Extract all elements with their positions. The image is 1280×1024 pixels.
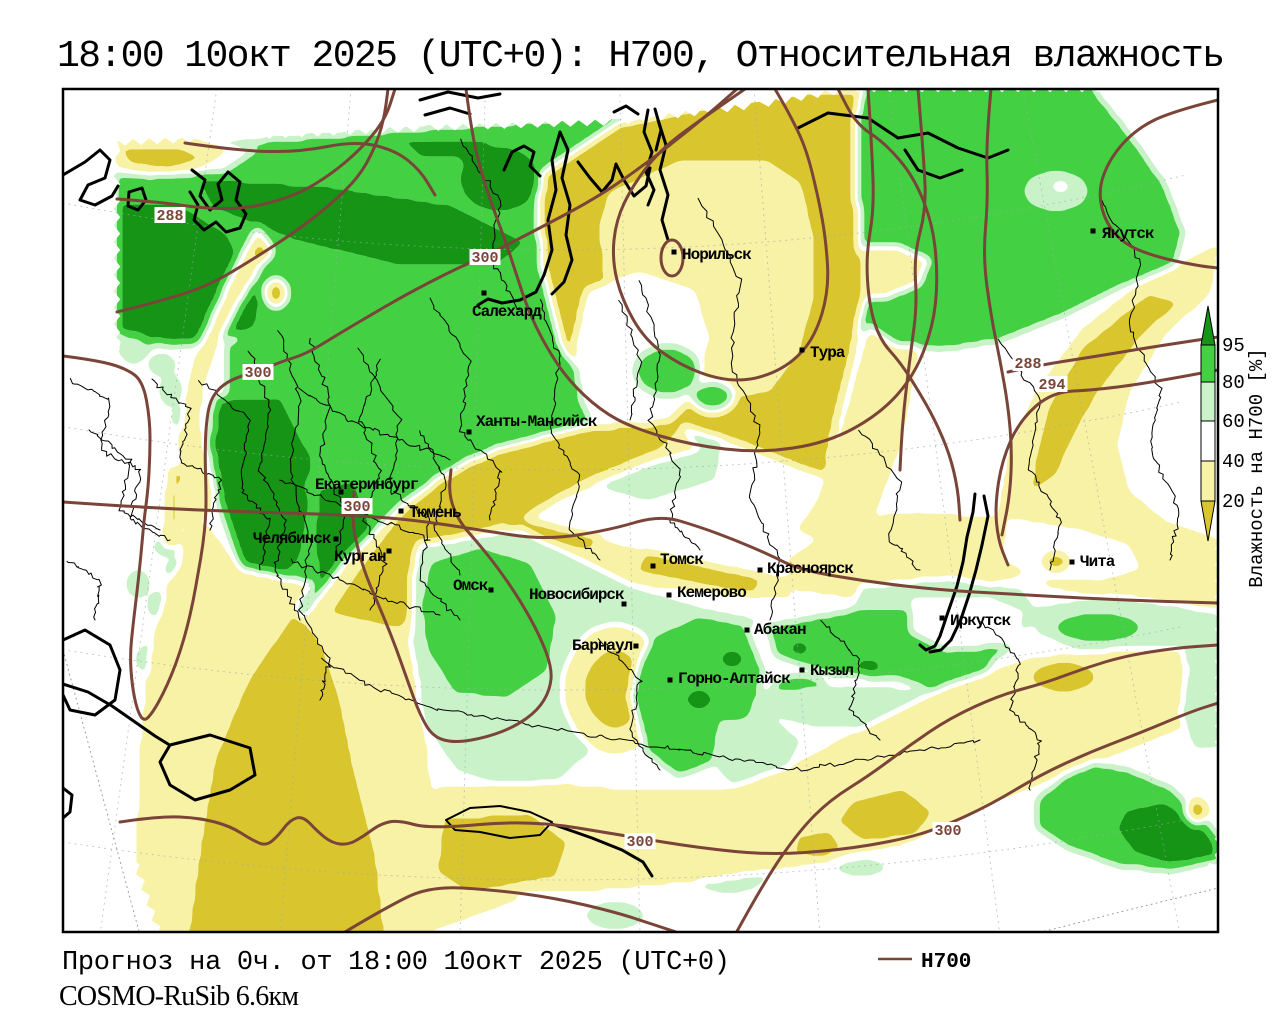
- svg-text:Прогноз на 0ч. от 18:00 10окт: Прогноз на 0ч. от 18:00 10окт 2025 (UTC+…: [62, 948, 730, 978]
- svg-text:288: 288: [1014, 356, 1041, 373]
- svg-text:Екатеринбург: Екатеринбург: [315, 476, 419, 494]
- svg-text:Тюмень: Тюмень: [409, 504, 461, 522]
- svg-text:18:00 10окт 2025 (UTC+0): H700: 18:00 10окт 2025 (UTC+0): H700, Относите…: [57, 35, 1225, 78]
- svg-text:Кемерово: Кемерово: [677, 584, 746, 602]
- svg-text:95: 95: [1222, 335, 1245, 357]
- svg-text:40: 40: [1222, 451, 1245, 473]
- svg-text:300: 300: [626, 834, 653, 851]
- svg-text:Иркутск: Иркутск: [950, 612, 1012, 630]
- svg-text:Чита: Чита: [1080, 553, 1116, 571]
- svg-text:300: 300: [343, 499, 370, 516]
- svg-text:294: 294: [1038, 377, 1065, 394]
- svg-text:H700: H700: [921, 951, 971, 974]
- svg-text:20: 20: [1222, 491, 1245, 513]
- svg-text:Кызыл: Кызыл: [810, 662, 853, 680]
- svg-text:Курган: Курган: [334, 548, 386, 566]
- svg-text:300: 300: [934, 823, 961, 840]
- svg-text:Красноярск: Красноярск: [767, 560, 854, 578]
- svg-text:Ханты-Мансийск: Ханты-Мансийск: [476, 413, 598, 431]
- svg-text:Влажность на H700 [%]: Влажность на H700 [%]: [1246, 348, 1268, 587]
- svg-text:Абакан: Абакан: [754, 621, 806, 639]
- svg-text:Горно-Алтайск: Горно-Алтайск: [678, 670, 791, 688]
- svg-text:300: 300: [244, 365, 271, 382]
- svg-text:Томск: Томск: [660, 551, 704, 569]
- svg-text:Барнаул: Барнаул: [572, 637, 633, 655]
- svg-text:Салехард: Салехард: [472, 303, 542, 321]
- svg-text:Норильск: Норильск: [682, 246, 752, 264]
- svg-text:60: 60: [1222, 411, 1245, 433]
- svg-text:Якутск: Якутск: [1102, 225, 1155, 243]
- svg-text:80: 80: [1222, 372, 1245, 394]
- svg-text:Тура: Тура: [810, 344, 846, 362]
- svg-text:Челябинск: Челябинск: [253, 530, 332, 548]
- svg-text:300: 300: [471, 250, 498, 267]
- svg-text:COSMO-RuSib 6.6км: COSMO-RuSib 6.6км: [59, 981, 299, 1012]
- svg-text:Новосибирск: Новосибирск: [529, 586, 625, 604]
- svg-text:Омск: Омск: [453, 577, 489, 595]
- svg-text:288: 288: [156, 208, 183, 225]
